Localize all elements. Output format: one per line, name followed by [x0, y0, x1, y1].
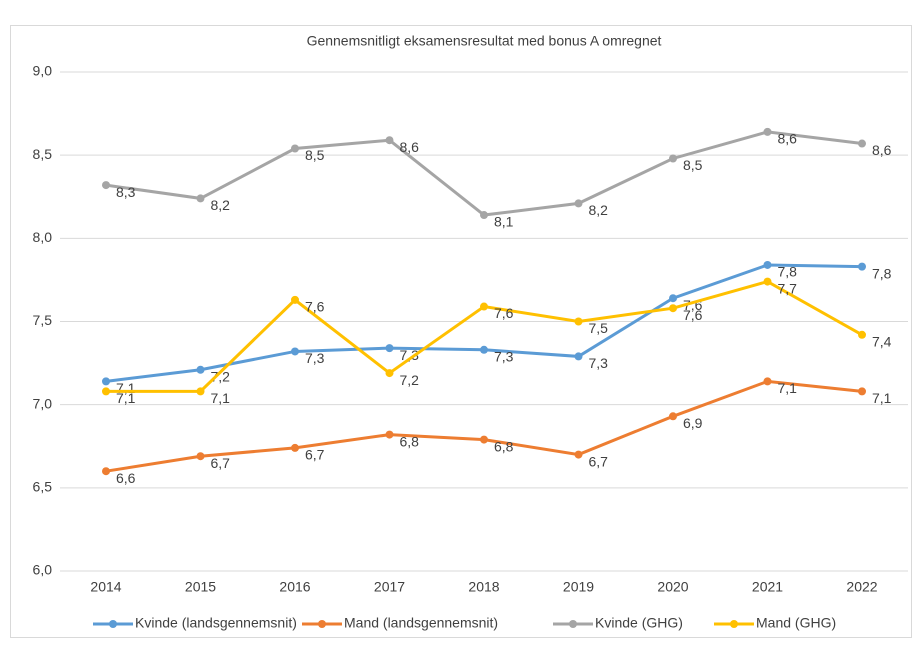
x-tick-label: 2016	[279, 579, 310, 595]
data-point	[385, 430, 394, 439]
data-label: 8,2	[589, 202, 609, 218]
legend-marker	[318, 620, 326, 628]
data-label: 7,8	[872, 265, 892, 281]
data-point	[385, 344, 394, 353]
data-point	[858, 387, 866, 396]
data-point	[858, 330, 866, 339]
data-point	[669, 412, 677, 421]
legend-marker	[730, 620, 738, 628]
x-tick-label: 2014	[90, 579, 121, 595]
data-point	[669, 304, 677, 313]
data-point	[480, 345, 488, 354]
data-point	[480, 302, 488, 311]
chart-border	[10, 25, 912, 638]
data-point	[574, 352, 583, 361]
data-label: 7,8	[778, 264, 798, 280]
y-tick-label: 8,5	[33, 146, 53, 162]
y-tick-label: 6,5	[33, 479, 53, 495]
data-point	[291, 295, 299, 304]
data-point	[763, 277, 772, 286]
data-point	[196, 452, 205, 461]
data-point	[574, 450, 583, 459]
data-point	[291, 144, 299, 153]
data-point	[102, 181, 110, 190]
data-label: 7,2	[211, 368, 231, 384]
data-point	[291, 347, 299, 356]
data-label: 7,1	[872, 390, 892, 406]
x-tick-label: 2019	[563, 579, 594, 595]
data-point	[385, 136, 394, 145]
y-tick-label: 9,0	[33, 63, 53, 79]
x-tick-label: 2018	[468, 579, 499, 595]
x-tick-label: 2020	[657, 579, 688, 595]
y-tick-label: 6,0	[33, 562, 53, 578]
x-tick-label: 2017	[374, 579, 405, 595]
x-tick-label: 2022	[846, 579, 877, 595]
data-point	[196, 194, 205, 203]
data-point	[102, 377, 110, 386]
data-point	[574, 317, 583, 326]
data-label: 8,6	[872, 142, 892, 158]
data-label: 7,7	[778, 280, 798, 296]
data-label: 7,5	[589, 320, 609, 336]
data-point	[196, 387, 205, 396]
data-label: 7,3	[589, 355, 609, 371]
legend-label: Mand (landsgennemsnit)	[344, 615, 498, 631]
x-tick-label: 2021	[752, 579, 783, 595]
data-point	[385, 369, 394, 378]
legend-marker	[569, 620, 577, 628]
data-label: 6,7	[211, 455, 231, 471]
data-point	[763, 127, 772, 136]
data-label: 6,8	[494, 438, 514, 454]
data-label: 7,6	[305, 299, 325, 315]
data-label: 7,1	[116, 390, 136, 406]
legend-label: Kvinde (landsgennemsnit)	[135, 615, 297, 631]
data-point	[669, 294, 677, 303]
data-label: 7,1	[778, 380, 798, 396]
data-point	[480, 211, 488, 220]
data-label: 8,2	[211, 197, 231, 213]
data-point	[574, 199, 583, 208]
x-tick-label: 2015	[185, 579, 216, 595]
data-point	[291, 443, 299, 452]
legend-marker	[109, 620, 117, 628]
data-label: 8,1	[494, 214, 514, 230]
data-label: 8,3	[116, 184, 136, 200]
legend-label: Mand (GHG)	[756, 615, 836, 631]
chart-title: Gennemsnitligt eksamensresultat med bonu…	[307, 33, 662, 49]
y-tick-label: 7,0	[33, 395, 53, 411]
data-label: 7,6	[683, 307, 703, 323]
data-point	[669, 154, 677, 163]
data-point	[858, 139, 866, 148]
data-label: 6,7	[589, 453, 609, 469]
data-label: 7,4	[872, 334, 892, 350]
data-point	[196, 365, 205, 374]
data-point	[763, 377, 772, 386]
data-label: 8,5	[683, 157, 703, 173]
data-point	[858, 262, 866, 271]
data-label: 7,2	[400, 372, 420, 388]
data-label: 8,6	[400, 139, 420, 155]
y-tick-label: 7,5	[33, 312, 53, 328]
data-label: 8,6	[778, 131, 798, 147]
data-label: 6,6	[116, 470, 136, 486]
data-point	[763, 260, 772, 269]
data-label: 7,3	[494, 348, 514, 364]
data-point	[102, 387, 110, 396]
data-label: 6,7	[305, 447, 325, 463]
data-label: 6,8	[400, 433, 420, 449]
data-label: 7,3	[305, 350, 325, 366]
data-label: 6,9	[683, 415, 703, 431]
y-tick-label: 8,0	[33, 229, 53, 245]
data-label: 8,5	[305, 147, 325, 163]
data-label: 7,3	[400, 347, 420, 363]
data-point	[102, 467, 110, 476]
legend-label: Kvinde (GHG)	[595, 615, 683, 631]
data-point	[480, 435, 488, 444]
data-label: 7,6	[494, 305, 514, 321]
data-label: 7,1	[211, 390, 231, 406]
